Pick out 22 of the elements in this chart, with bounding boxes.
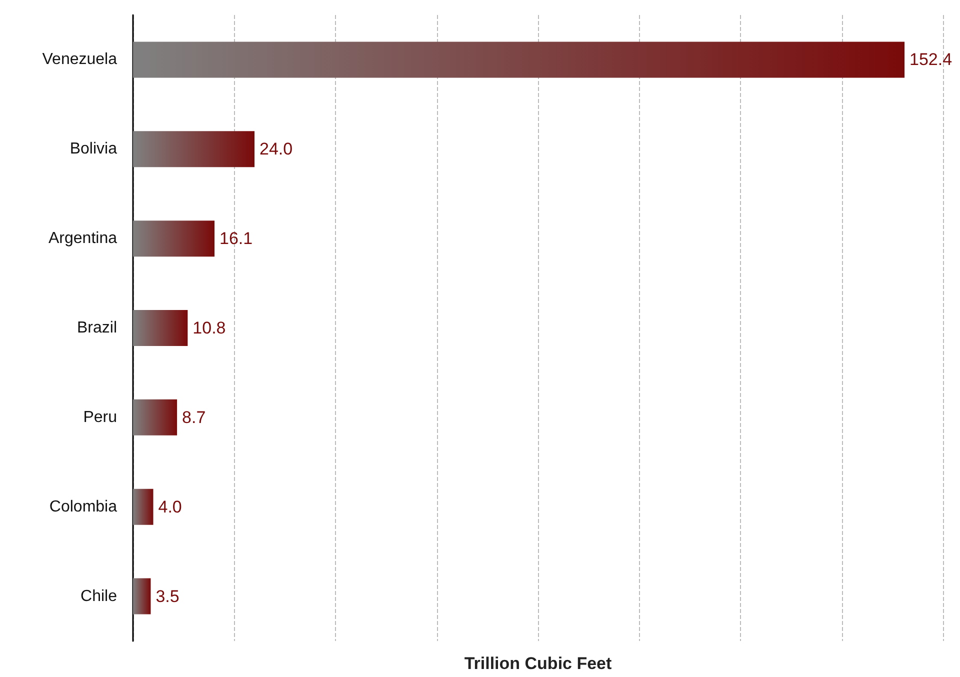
data-label: 4.0 [158,497,182,516]
bar [133,488,154,525]
bar [133,310,188,346]
x-axis-title: Trillion Cubic Feet [464,654,612,673]
bar [133,220,215,257]
y-tick-label: Bolivia [70,140,118,158]
bar [133,578,151,614]
data-label: 16.1 [220,229,253,248]
data-label: 8.7 [182,408,206,427]
y-tick-label: Chile [80,588,118,605]
bar [133,42,905,78]
y-tick-label: Colombia [49,498,118,516]
y-tick-label: Peru [83,408,117,426]
y-tick-label: Brazil [76,320,117,336]
y-tick-label: Venezuela [42,51,118,68]
bar [133,399,178,436]
data-label: 152.4 [910,50,952,70]
y-tick-label: Argentina [48,230,118,248]
bar [133,131,254,168]
data-label: 24.0 [260,140,293,159]
data-label: 10.8 [192,318,226,338]
data-label: 3.5 [156,586,180,606]
